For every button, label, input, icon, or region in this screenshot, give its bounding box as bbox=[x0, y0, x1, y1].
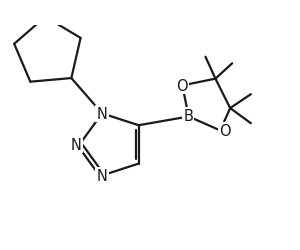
Text: N: N bbox=[71, 137, 82, 152]
Text: O: O bbox=[219, 124, 231, 138]
Text: B: B bbox=[183, 108, 193, 123]
Text: O: O bbox=[177, 78, 188, 94]
Text: N: N bbox=[97, 106, 107, 121]
Text: N: N bbox=[97, 168, 107, 183]
